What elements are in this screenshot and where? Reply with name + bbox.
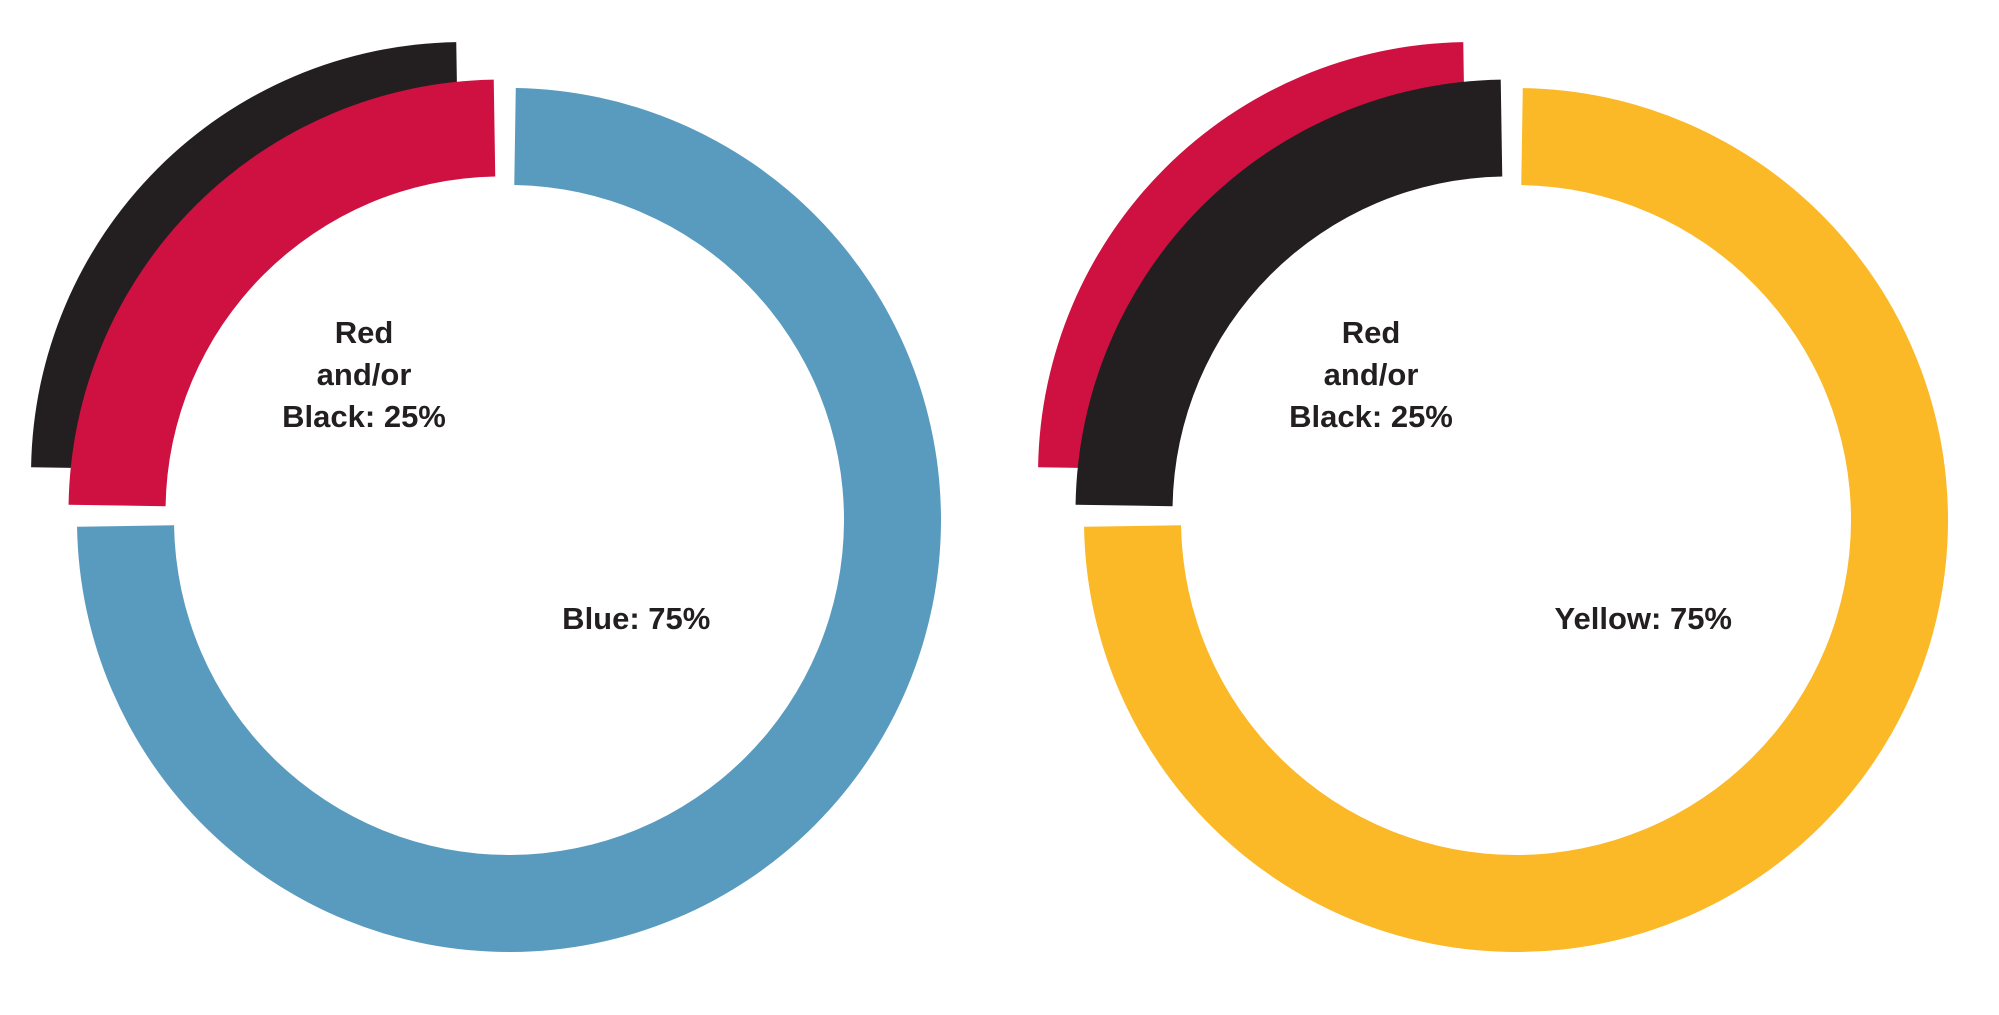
value-label: Red and/or Black: 25% [282, 315, 446, 435]
value-label: Blue: 75% [562, 601, 711, 637]
donut-segment-layer [1075, 79, 1503, 507]
value-label: Red and/or Black: 25% [1289, 315, 1453, 435]
donut-segment-layer [68, 79, 496, 507]
value-label: Yellow: 75% [1554, 601, 1732, 637]
